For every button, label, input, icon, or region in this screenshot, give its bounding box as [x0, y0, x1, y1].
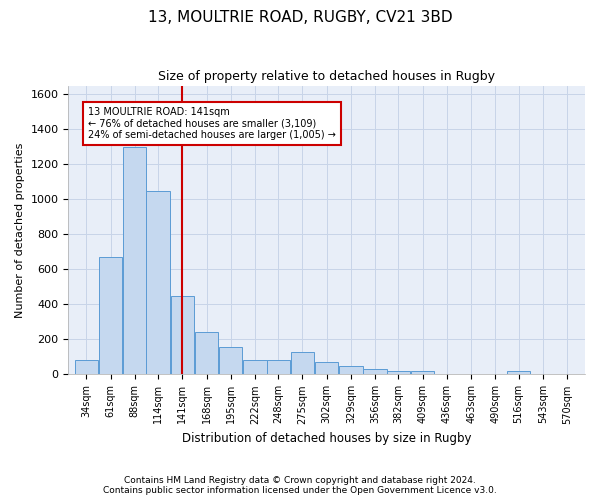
Bar: [170, 296, 194, 374]
Bar: [507, 371, 530, 374]
Title: Size of property relative to detached houses in Rugby: Size of property relative to detached ho…: [158, 70, 495, 83]
Y-axis label: Number of detached properties: Number of detached properties: [15, 142, 25, 318]
X-axis label: Distribution of detached houses by size in Rugby: Distribution of detached houses by size …: [182, 432, 472, 445]
Bar: [266, 360, 290, 374]
Text: 13 MOULTRIE ROAD: 141sqm
← 76% of detached houses are smaller (3,109)
24% of sem: 13 MOULTRIE ROAD: 141sqm ← 76% of detach…: [88, 106, 336, 140]
Bar: [146, 190, 170, 374]
Text: 13, MOULTRIE ROAD, RUGBY, CV21 3BD: 13, MOULTRIE ROAD, RUGBY, CV21 3BD: [148, 10, 452, 25]
Bar: [291, 352, 314, 374]
Text: Contains HM Land Registry data © Crown copyright and database right 2024.
Contai: Contains HM Land Registry data © Crown c…: [103, 476, 497, 495]
Bar: [339, 366, 362, 374]
Bar: [411, 371, 434, 374]
Bar: [99, 257, 122, 374]
Bar: [243, 360, 266, 374]
Bar: [123, 147, 146, 374]
Bar: [364, 369, 387, 374]
Bar: [387, 371, 410, 374]
Bar: [219, 348, 242, 374]
Bar: [315, 362, 338, 374]
Bar: [74, 360, 98, 374]
Bar: [195, 332, 218, 374]
